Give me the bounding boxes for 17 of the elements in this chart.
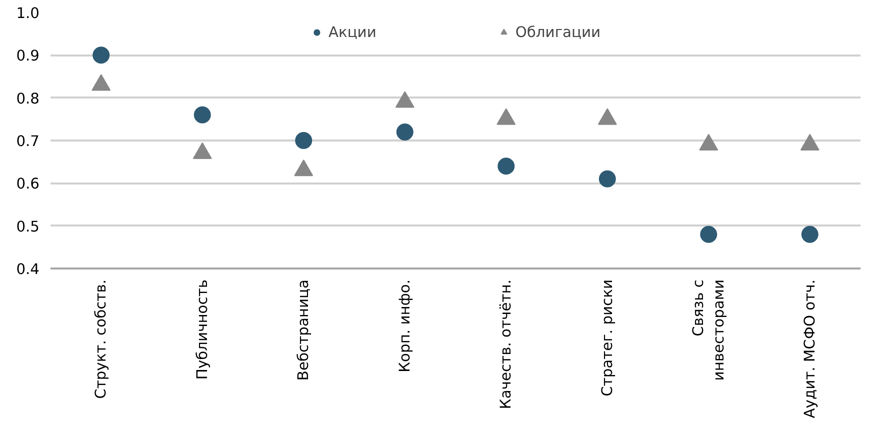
x-tick-label: Структ. собств. [92, 279, 110, 399]
x-tick-label: Качеств. отчётн. [498, 279, 515, 410]
x-tick-label: Стратег. риски [598, 279, 616, 396]
x-tick-label: Аудит. МСФО отч. [801, 279, 818, 418]
y-tick-label: 0.6 [16, 176, 40, 193]
x-tick-label: Публичность [194, 279, 211, 380]
y-tick-label: 0.5 [16, 218, 40, 236]
y-tick-label: 1.0 [16, 5, 40, 22]
y-tick-label: 0.4 [16, 261, 40, 278]
y-tick-label: 0.9 [16, 48, 40, 65]
x-tick-label: Связь с инвесторами [690, 279, 728, 381]
y-tick-label: 0.8 [16, 90, 40, 108]
legend-label: Акции [328, 24, 376, 40]
x-tick-label: Вебстраница [295, 279, 312, 381]
legend-label: Облигации [515, 24, 601, 40]
y-tick-label: 0.7 [16, 133, 40, 150]
x-tick-label: Корп. инфо. [396, 279, 414, 372]
